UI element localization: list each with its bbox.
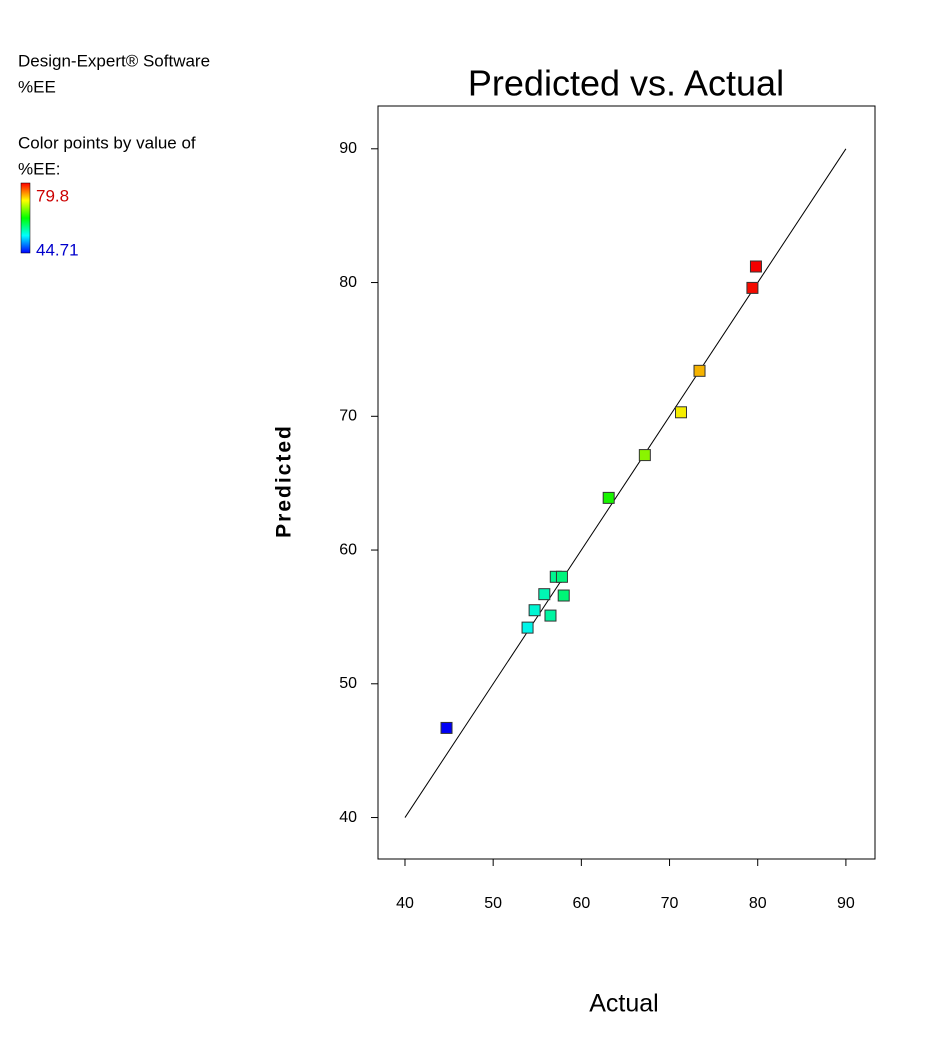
point bbox=[555, 570, 568, 583]
point bbox=[674, 406, 687, 419]
y-tick-label: 60 bbox=[339, 541, 357, 558]
x-tick-label: 50 bbox=[484, 895, 502, 912]
point bbox=[440, 721, 453, 734]
y-tick-label: 70 bbox=[339, 408, 357, 425]
x-tick-label: 80 bbox=[749, 895, 767, 912]
reference-line bbox=[404, 148, 847, 818]
x-tick-label: 60 bbox=[572, 895, 590, 912]
point bbox=[538, 588, 551, 601]
color-bar bbox=[20, 182, 31, 254]
x-axis-label: Actual bbox=[589, 990, 658, 1018]
annotation: Color points by value of bbox=[18, 133, 196, 152]
chart-title: Predicted vs. Actual bbox=[468, 63, 784, 104]
point bbox=[749, 260, 762, 273]
point bbox=[746, 281, 759, 294]
point bbox=[521, 621, 534, 634]
color-min: 44.71 bbox=[36, 240, 79, 259]
annotation: Design-Expert® Software bbox=[18, 51, 210, 70]
y-axis-label: Predicted bbox=[273, 424, 296, 538]
point bbox=[638, 449, 651, 462]
x-tick-label: 40 bbox=[396, 895, 414, 912]
point bbox=[557, 589, 570, 602]
x-tick-label: 70 bbox=[661, 895, 679, 912]
annotation: %EE: bbox=[18, 159, 61, 178]
point bbox=[544, 609, 557, 622]
y-tick-label: 50 bbox=[339, 675, 357, 692]
color-max: 79.8 bbox=[36, 186, 69, 205]
plot-frame bbox=[377, 105, 876, 860]
y-tick-label: 80 bbox=[339, 274, 357, 291]
point bbox=[602, 491, 615, 504]
annotation: %EE bbox=[18, 77, 56, 96]
point bbox=[528, 604, 541, 617]
x-tick-label: 90 bbox=[837, 895, 855, 912]
y-tick-label: 40 bbox=[339, 809, 357, 826]
point bbox=[693, 364, 706, 377]
y-tick-label: 90 bbox=[339, 140, 357, 157]
